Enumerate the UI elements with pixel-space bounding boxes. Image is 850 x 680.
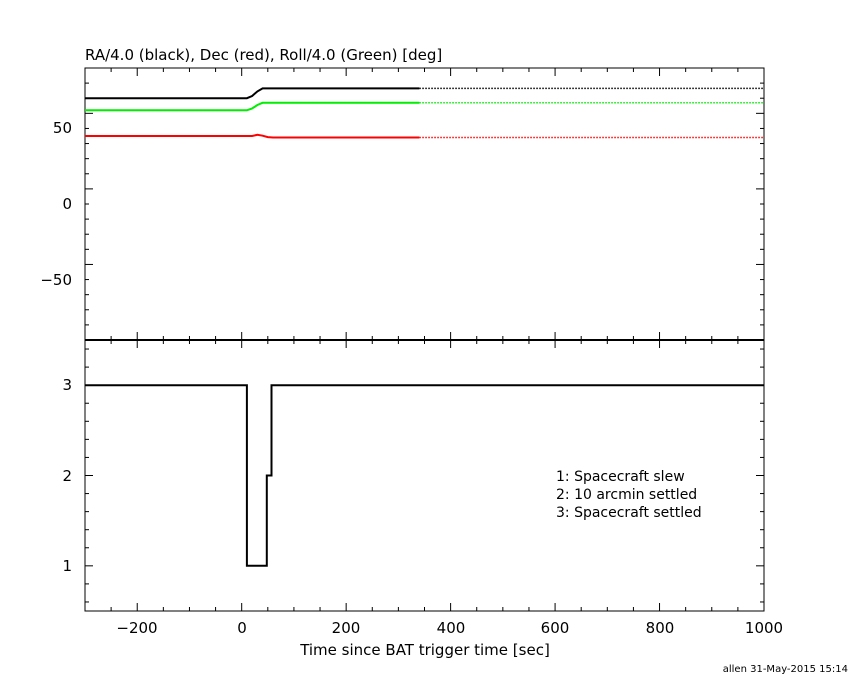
x-tick-label: −200 <box>116 619 157 637</box>
bottom-ticks <box>84 340 765 611</box>
footer-credit: allen 31-May-2015 15:14 <box>723 664 848 675</box>
bottom-y-tick-label: 3 <box>62 376 72 394</box>
x-tick-label: 200 <box>332 619 361 637</box>
x-tick-label: 600 <box>541 619 570 637</box>
legend-entry-10arcmin: 2: 10 arcmin settled <box>556 487 697 503</box>
series-line-0-2 <box>85 101 420 112</box>
top-y-tick-label: 0 <box>62 195 72 213</box>
top-tick-labels: 50 0 −50 <box>40 119 72 289</box>
top-panel: RA/4.0 (black), Dec (red), Roll/4.0 (Gre… <box>40 46 765 341</box>
top-series <box>85 87 764 139</box>
series-line-1-0 <box>85 384 764 567</box>
bottom-panel: 3 2 1 −200 0 200 400 600 800 1000 Time s… <box>62 339 783 659</box>
legend-entry-settled: 3: Spacecraft settled <box>556 505 702 521</box>
series-line-0-0 <box>85 87 420 100</box>
bottom-tick-labels: 3 2 1 −200 0 200 400 600 800 1000 <box>62 376 783 637</box>
top-y-tick-label: −50 <box>40 271 72 289</box>
top-y-tick-label: 50 <box>53 119 72 137</box>
top-chart-title: RA/4.0 (black), Dec (red), Roll/4.0 (Gre… <box>85 46 442 64</box>
x-tick-label: 0 <box>237 619 247 637</box>
x-tick-label: 1000 <box>745 619 783 637</box>
x-axis-label: Time since BAT trigger time [sec] <box>299 641 550 659</box>
x-tick-label: 400 <box>437 619 466 637</box>
bottom-series <box>85 384 764 567</box>
state-legend: 1: Spacecraft slew 2: 10 arcmin settled … <box>556 469 702 521</box>
bottom-y-tick-label: 2 <box>62 467 72 485</box>
series-line-0-1 <box>85 133 420 139</box>
x-tick-label: 800 <box>646 619 675 637</box>
legend-entry-slew: 1: Spacecraft slew <box>556 469 685 485</box>
bottom-y-tick-label: 1 <box>62 557 72 575</box>
